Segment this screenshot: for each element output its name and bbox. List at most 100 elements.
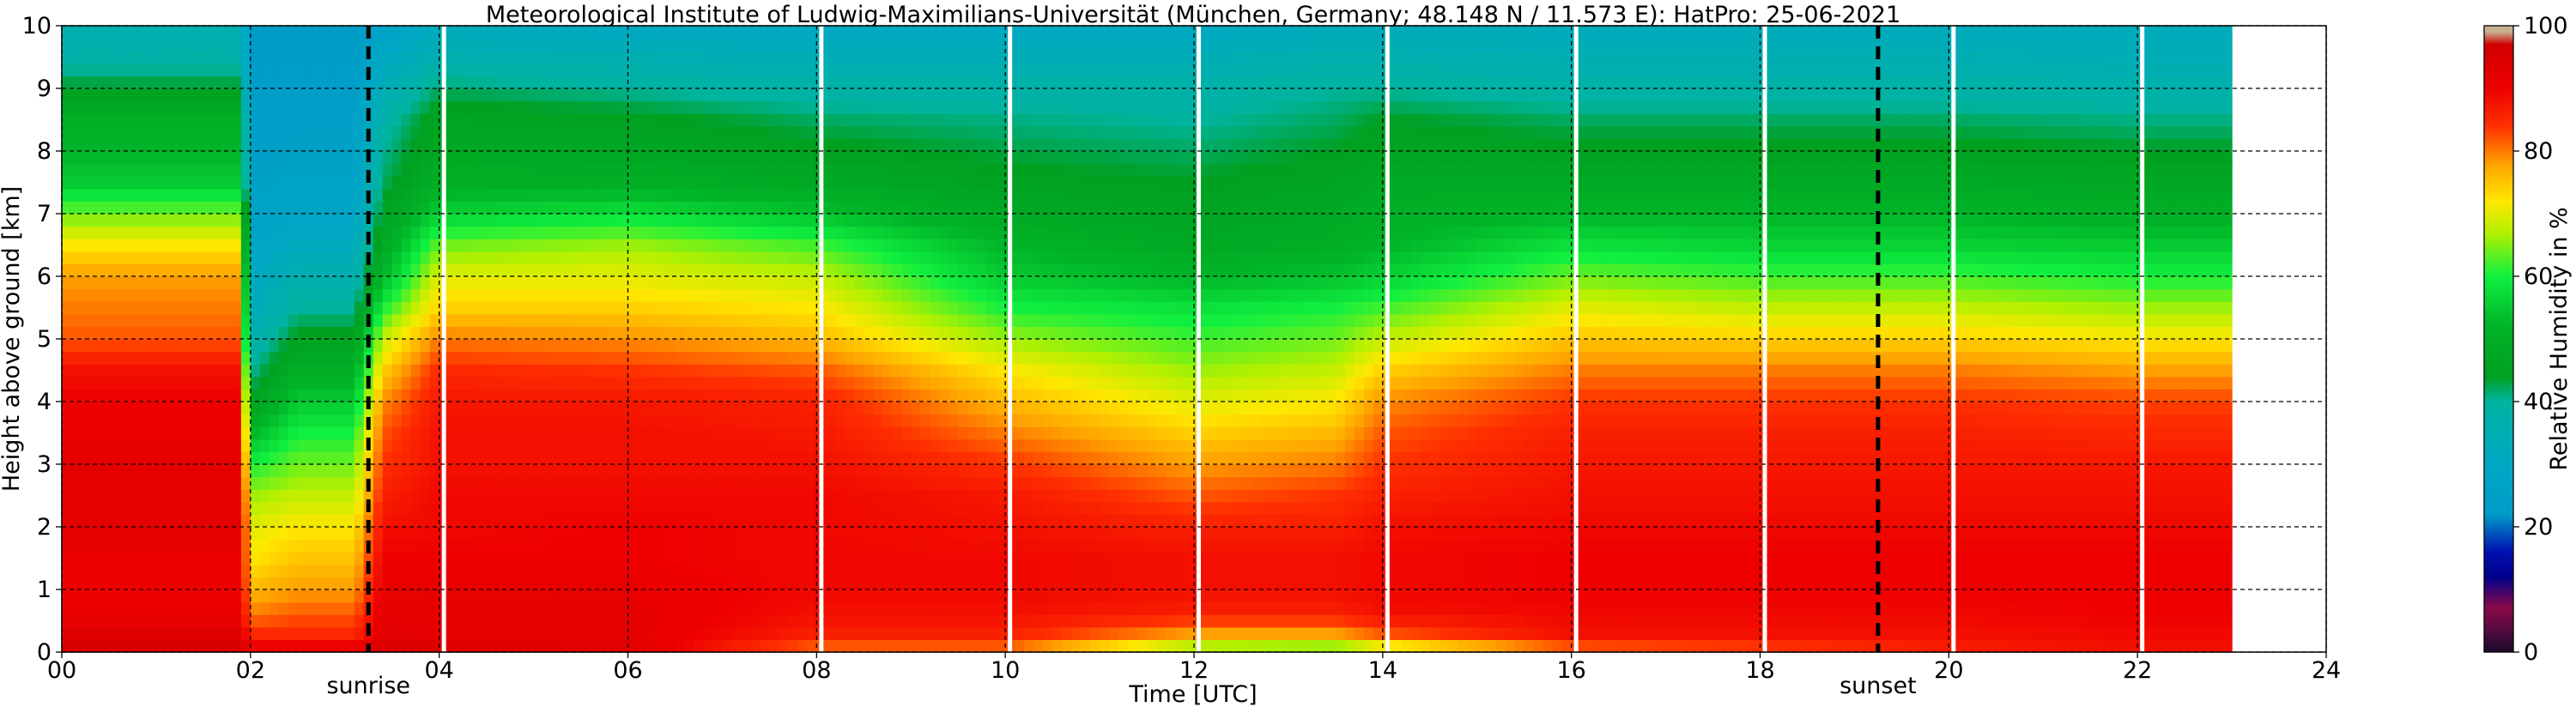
heatmap-cell bbox=[977, 514, 987, 528]
heatmap-cell bbox=[458, 138, 469, 152]
heatmap-cell bbox=[354, 226, 365, 239]
heatmap-cell bbox=[354, 514, 365, 528]
heatmap-cell bbox=[892, 527, 902, 541]
heatmap-cell bbox=[212, 214, 223, 227]
heatmap-cell bbox=[70, 313, 82, 327]
heatmap-cell bbox=[920, 489, 930, 503]
heatmap-cell bbox=[901, 163, 912, 177]
heatmap-cell bbox=[221, 577, 233, 590]
heatmap-cell bbox=[269, 639, 280, 653]
heatmap-cell bbox=[127, 451, 138, 465]
heatmap-cell bbox=[80, 389, 91, 402]
heatmap-cell bbox=[354, 501, 365, 515]
heatmap-cell bbox=[712, 489, 724, 503]
heatmap-cell bbox=[741, 288, 751, 302]
heatmap-cell bbox=[788, 414, 798, 427]
heatmap-cell bbox=[703, 276, 714, 290]
heatmap-cell bbox=[476, 552, 488, 565]
heatmap-cell bbox=[429, 476, 440, 490]
heatmap-cell bbox=[892, 451, 902, 465]
heatmap-cell bbox=[118, 539, 129, 553]
heatmap-cell bbox=[571, 301, 582, 315]
heatmap-cell bbox=[467, 288, 478, 302]
heatmap-cell bbox=[722, 601, 733, 615]
heatmap-cell bbox=[892, 226, 902, 239]
heatmap-cell bbox=[495, 501, 506, 515]
heatmap-cell bbox=[306, 100, 318, 114]
heatmap-cell bbox=[278, 138, 289, 152]
heatmap-cell bbox=[845, 301, 855, 315]
heatmap-cell bbox=[524, 326, 535, 340]
heatmap-cell bbox=[467, 63, 478, 76]
heatmap-cell bbox=[391, 326, 403, 340]
heatmap-cell bbox=[930, 414, 940, 427]
heatmap-cell bbox=[722, 501, 733, 515]
heatmap-cell bbox=[354, 351, 365, 365]
heatmap-cell bbox=[646, 113, 658, 127]
heatmap-cell bbox=[826, 125, 836, 139]
heatmap-cell bbox=[184, 464, 195, 478]
heatmap-cell bbox=[486, 214, 497, 227]
heatmap-cell bbox=[760, 163, 770, 177]
heatmap-cell bbox=[505, 351, 516, 365]
heatmap-cell bbox=[731, 351, 742, 365]
heatmap-cell bbox=[316, 414, 327, 427]
heatmap-cell bbox=[618, 313, 629, 327]
heatmap-cell bbox=[240, 26, 252, 39]
heatmap-cell bbox=[325, 639, 336, 653]
heatmap-cell bbox=[184, 339, 195, 353]
heatmap-cell bbox=[542, 276, 554, 290]
heatmap-cell bbox=[259, 402, 270, 415]
heatmap-cell bbox=[788, 251, 798, 264]
heatmap-cell bbox=[873, 539, 883, 553]
heatmap-cell bbox=[571, 188, 582, 202]
heatmap-cell bbox=[80, 451, 91, 465]
heatmap-cell bbox=[854, 501, 864, 515]
heatmap-cell bbox=[561, 63, 573, 76]
heatmap-cell bbox=[269, 76, 280, 89]
heatmap-cell bbox=[949, 389, 959, 402]
heatmap-cell bbox=[306, 288, 318, 302]
heatmap-cell bbox=[89, 313, 100, 327]
heatmap-cell bbox=[665, 464, 676, 478]
heatmap-cell bbox=[259, 364, 270, 378]
heatmap-cell bbox=[373, 251, 384, 264]
heatmap-cell bbox=[779, 364, 789, 378]
heatmap-cell bbox=[920, 639, 930, 653]
heatmap-cell bbox=[325, 614, 336, 628]
heatmap-cell bbox=[571, 476, 582, 490]
heatmap-cell bbox=[118, 389, 129, 402]
heatmap-cell bbox=[882, 639, 893, 653]
heatmap-cell bbox=[741, 88, 751, 102]
heatmap-cell bbox=[797, 339, 808, 353]
heatmap-cell bbox=[986, 438, 997, 452]
heatmap-cell bbox=[930, 76, 940, 89]
heatmap-cell bbox=[316, 376, 327, 390]
heatmap-cell bbox=[646, 226, 658, 239]
heatmap-cell bbox=[231, 263, 242, 277]
heatmap-cell bbox=[854, 263, 864, 277]
heatmap-cell bbox=[259, 276, 270, 290]
heatmap-cell bbox=[127, 100, 138, 114]
heatmap-cell bbox=[278, 113, 289, 127]
heatmap-cell bbox=[552, 38, 563, 51]
heatmap-cell bbox=[269, 438, 280, 452]
heatmap-cell bbox=[590, 226, 601, 239]
heatmap-cell bbox=[949, 100, 959, 114]
heatmap-cell bbox=[401, 163, 412, 177]
heatmap-cell bbox=[259, 414, 270, 427]
heatmap-cell bbox=[363, 389, 374, 402]
heatmap-cell bbox=[514, 577, 525, 590]
heatmap-cell bbox=[580, 276, 591, 290]
heatmap-cell bbox=[920, 138, 930, 152]
heatmap-cell bbox=[127, 426, 138, 440]
heatmap-cell bbox=[864, 489, 874, 503]
heatmap-cell bbox=[231, 339, 242, 353]
heatmap-cell bbox=[382, 301, 393, 315]
heatmap-cell bbox=[514, 326, 525, 340]
heatmap-cell bbox=[448, 188, 459, 202]
heatmap-cell bbox=[864, 426, 874, 440]
heatmap-cell bbox=[99, 426, 110, 440]
heatmap-cell bbox=[524, 364, 535, 378]
heatmap-cell bbox=[845, 326, 855, 340]
